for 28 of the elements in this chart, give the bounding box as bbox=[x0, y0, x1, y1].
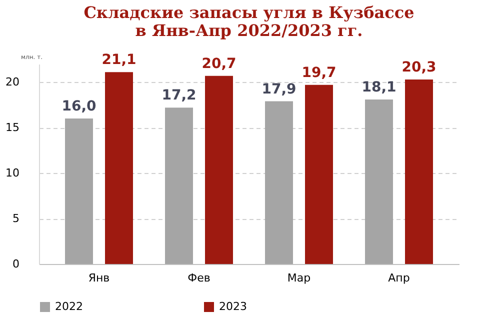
data-label: 19,7 bbox=[302, 64, 336, 81]
y-tick-label: 20 bbox=[6, 76, 20, 89]
data-label: 21,1 bbox=[102, 52, 136, 68]
x-tick-label: Мар bbox=[287, 272, 311, 284]
data-label: 20,7 bbox=[202, 56, 236, 72]
bar bbox=[405, 79, 433, 264]
bar bbox=[305, 84, 333, 264]
bar bbox=[365, 99, 393, 264]
legend-label: 2022 bbox=[55, 300, 83, 313]
data-label: 16,0 bbox=[62, 98, 97, 115]
x-tick-label: Апр bbox=[388, 272, 410, 284]
chart-title: Складские запасы угля в Кузбассе в Янв-Апр 2022/2023 гг. bbox=[84, 3, 414, 40]
x-tick-label: Янв bbox=[88, 272, 110, 284]
bar bbox=[205, 76, 233, 264]
bar bbox=[165, 108, 193, 264]
y-tick-label: 15 bbox=[6, 121, 20, 134]
data-label: 17,2 bbox=[162, 88, 196, 104]
data-label: 18,1 bbox=[362, 79, 396, 96]
y-tick-label: 5 bbox=[12, 212, 20, 226]
data-label: 17,9 bbox=[262, 81, 296, 98]
bar bbox=[105, 72, 133, 264]
y-tick-label: 0 bbox=[12, 258, 20, 270]
data-label: 20,3 bbox=[402, 59, 436, 76]
legend-label: 2023 bbox=[219, 300, 247, 313]
y-tick-label: 10 bbox=[6, 166, 20, 180]
bar bbox=[265, 101, 293, 264]
bar bbox=[65, 118, 93, 264]
x-tick-label: Фев bbox=[188, 272, 210, 284]
